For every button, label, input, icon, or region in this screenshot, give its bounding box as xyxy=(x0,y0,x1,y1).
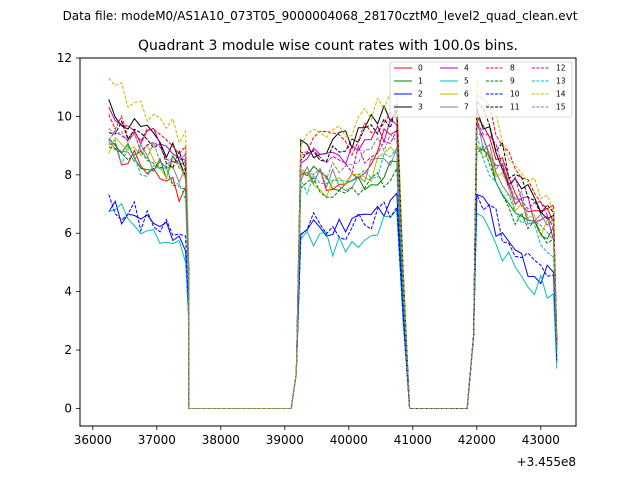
x-tick-label: 41000 xyxy=(394,433,432,447)
y-tick-label: 4 xyxy=(64,285,72,299)
x-tick-label: 37000 xyxy=(138,433,176,447)
x-tick-label: 38000 xyxy=(202,433,240,447)
series-line-10 xyxy=(108,193,558,409)
series-line-1 xyxy=(108,138,558,409)
x-tick-label: 40000 xyxy=(330,433,368,447)
legend-label: 7 xyxy=(464,103,469,112)
figure-suptitle: Data file: modeM0/AS1A10_073T05_90000040… xyxy=(63,9,578,23)
x-axis-offset-label: +3.455e8 xyxy=(517,455,576,469)
series-line-8 xyxy=(108,94,558,409)
series-line-14 xyxy=(108,77,558,409)
series-line-6 xyxy=(108,136,558,409)
legend-label: 4 xyxy=(464,64,469,73)
series-line-11 xyxy=(108,100,558,409)
legend-label: 0 xyxy=(418,64,423,73)
legend-label: 12 xyxy=(556,64,566,73)
legend-label: 2 xyxy=(418,90,423,99)
legend-label: 13 xyxy=(556,77,566,86)
legend-label: 11 xyxy=(510,103,520,112)
legend-label: 1 xyxy=(418,77,423,86)
series-line-5 xyxy=(108,202,558,409)
legend-label: 5 xyxy=(464,77,469,86)
legend-label: 3 xyxy=(418,103,423,112)
legend-label: 6 xyxy=(464,90,469,99)
series-line-13 xyxy=(108,134,558,409)
legend-label: 15 xyxy=(556,103,566,112)
y-tick-label: 2 xyxy=(64,343,72,357)
series-line-12 xyxy=(108,120,558,409)
x-tick-label: 42000 xyxy=(458,433,496,447)
series-line-15 xyxy=(108,128,558,409)
x-tick-label: 43000 xyxy=(522,433,560,447)
legend-label: 14 xyxy=(556,90,566,99)
y-tick-label: 6 xyxy=(64,226,72,240)
plot-frame xyxy=(79,57,577,427)
legend-label: 10 xyxy=(510,90,520,99)
y-tick-label: 8 xyxy=(64,168,72,182)
legend-label: 9 xyxy=(510,77,515,86)
legend-frame xyxy=(389,61,573,118)
series-lines xyxy=(108,77,558,409)
x-tick-label: 36000 xyxy=(74,433,112,447)
y-tick-label: 12 xyxy=(57,51,72,65)
legend-label: 8 xyxy=(510,64,515,73)
series-line-2 xyxy=(108,191,558,409)
y-tick-label: 10 xyxy=(57,109,72,123)
x-tick-label: 39000 xyxy=(266,433,304,447)
chart-title: Quadrant 3 module wise count rates with … xyxy=(138,38,518,54)
series-line-4 xyxy=(108,106,558,409)
axis-ticks: 36000 37000 38000 39000 40000 41000 42000 43000… xyxy=(57,51,560,447)
y-tick-label: 0 xyxy=(64,401,72,415)
series-line-9 xyxy=(108,145,558,409)
